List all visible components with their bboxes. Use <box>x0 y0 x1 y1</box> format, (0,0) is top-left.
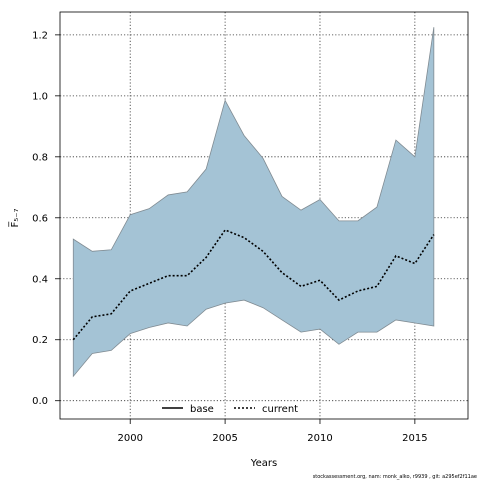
y-tick-label: 0.0 <box>32 396 48 407</box>
y-tick-label: 0.6 <box>32 213 48 224</box>
legend: base current <box>162 404 298 415</box>
y-tick-label: 1.2 <box>32 30 48 41</box>
plot-frame <box>59 11 469 420</box>
footer-credit: stockassessment.org, nam: monk_alko, r99… <box>313 474 477 480</box>
y-tick-label: 0.8 <box>32 152 48 163</box>
y-axis-ticks: 0.0 0.2 0.4 0.6 0.8 1.0 1.2 <box>32 30 60 407</box>
y-tick-label: 0.4 <box>32 274 48 285</box>
x-axis-label: Years <box>250 458 277 469</box>
legend-base-label: base <box>190 404 214 415</box>
x-tick-label: 2010 <box>307 433 332 444</box>
y-tick-label: 0.2 <box>32 335 48 346</box>
x-axis-ticks: 2000 2005 2010 2015 <box>117 419 428 444</box>
y-tick-label: 1.0 <box>32 91 48 102</box>
y-axis-label: F̅₅₋₇ <box>8 208 21 227</box>
legend-current-label: current <box>262 404 298 415</box>
x-tick-label: 2000 <box>117 433 142 444</box>
x-tick-label: 2005 <box>212 433 237 444</box>
x-tick-label: 2015 <box>402 433 427 444</box>
confidence-band <box>72 27 435 378</box>
